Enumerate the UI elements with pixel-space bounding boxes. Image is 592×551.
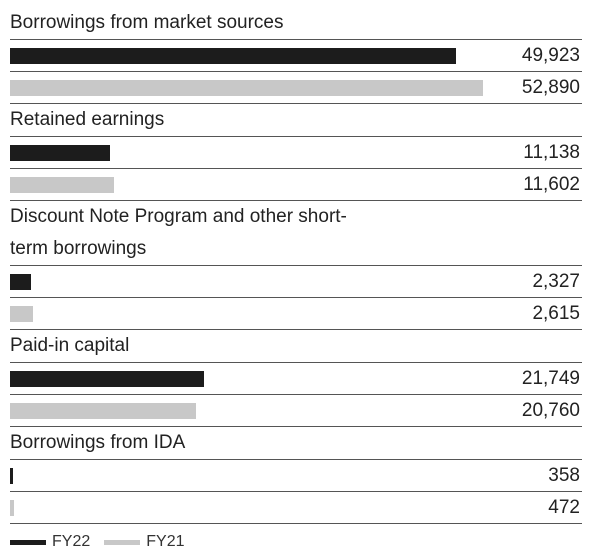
value-label: 2,327	[532, 271, 580, 292]
bar	[10, 48, 457, 64]
category-row: Discount Note Program and other short-te…	[10, 201, 582, 266]
legend-label: FY22	[52, 533, 91, 550]
bar	[10, 145, 110, 161]
bar	[10, 80, 483, 96]
category-label: Borrowings from IDA	[10, 432, 186, 453]
bar-row: 21,749	[10, 363, 582, 395]
bar	[10, 468, 14, 484]
bar-row: 52,890	[10, 72, 582, 104]
legend-swatch	[10, 539, 46, 545]
bar	[10, 371, 205, 387]
value-label: 472	[548, 497, 580, 518]
category-label: Paid-in capital	[10, 335, 130, 356]
category-row: Borrowings from IDA	[10, 427, 582, 460]
bar	[10, 274, 31, 290]
bar-row: 20,760	[10, 395, 582, 427]
bar	[10, 306, 34, 322]
bar	[10, 177, 114, 193]
value-label: 21,749	[521, 368, 580, 389]
category-row: Paid-in capital	[10, 330, 582, 363]
bar-row: 11,138	[10, 137, 582, 169]
bar	[10, 500, 15, 516]
legend-swatch	[104, 539, 141, 545]
legend-item: FY21	[104, 533, 185, 551]
legend-item: FY22	[10, 533, 90, 551]
category-row: Retained earnings	[10, 104, 582, 137]
value-label: 11,138	[523, 142, 580, 163]
legend-label: FY21	[146, 533, 185, 550]
value-label: 20,760	[521, 400, 580, 421]
bar-row: 472	[10, 492, 582, 524]
category-label: Retained earnings	[10, 109, 165, 130]
bar	[10, 403, 196, 419]
legend: FY22 FY21	[10, 533, 199, 551]
category-label: Discount Note Program and other short-te…	[10, 206, 347, 259]
bar-row: 2,615	[10, 298, 582, 330]
category-label: Borrowings from market sources	[10, 12, 284, 33]
value-label: 52,890	[521, 77, 580, 98]
value-label: 358	[548, 465, 580, 486]
bar-row: 49,923	[10, 40, 582, 72]
bar-row: 11,602	[10, 169, 582, 201]
category-row: Borrowings from market sources	[10, 7, 582, 40]
value-label: 2,615	[532, 303, 580, 324]
bar-row: 358	[10, 460, 582, 492]
value-label: 11,602	[523, 174, 580, 195]
chart: Borrowings from market sources 49,923 52,8…	[10, 7, 582, 524]
bar-row: 2,327	[10, 266, 582, 298]
value-label: 49,923	[521, 45, 580, 66]
